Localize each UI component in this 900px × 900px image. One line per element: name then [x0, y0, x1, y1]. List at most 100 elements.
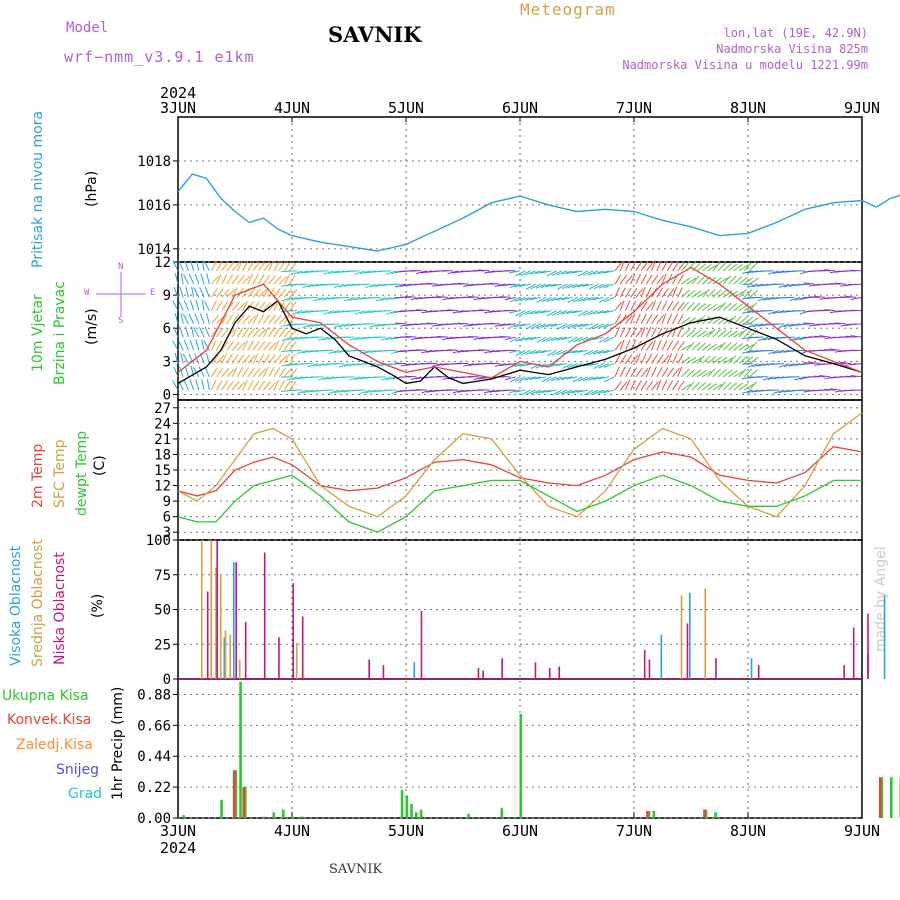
wind-arrow [661, 313, 667, 324]
elevation-label: Nadmorska Visina 825m [716, 42, 868, 56]
wind-arrow [567, 296, 578, 304]
wind-arrow [717, 302, 726, 311]
wind-arrow [656, 300, 662, 311]
wind-arrow [799, 323, 811, 326]
wind-arrow [567, 323, 578, 329]
wind-arrow [593, 270, 604, 275]
wind-arrow [722, 381, 732, 391]
wind-arrow [525, 349, 536, 356]
wind-arrow [749, 317, 759, 325]
wind-arrow [286, 376, 298, 381]
wind-arrow [551, 310, 563, 316]
wind-arrow [231, 287, 238, 298]
temp-sfc-line [177, 412, 863, 518]
wind-arrow [190, 326, 195, 338]
wind-arrow [640, 286, 646, 298]
wind-arrow [603, 323, 615, 328]
wind-arrow [619, 354, 627, 364]
wind-arrow [722, 275, 731, 285]
wind-arrow [452, 310, 464, 314]
wind-arrow [691, 302, 701, 311]
wind-arrow [582, 323, 594, 327]
wind-arrow [728, 275, 737, 285]
wind-arrow [588, 283, 599, 290]
y-tick-label: 3 [163, 525, 171, 541]
wind-arrow [681, 383, 692, 391]
wind-arrow [625, 275, 633, 285]
wind-arrow [302, 349, 314, 354]
wind-arrow [681, 344, 692, 351]
wind-arrow [278, 340, 286, 351]
wind-arrow [226, 261, 235, 272]
wind-arrow [515, 349, 526, 357]
wind-arrow [452, 349, 464, 354]
wind-arrow [656, 366, 663, 378]
wind-arrow [343, 363, 355, 367]
wind-arrow [645, 287, 652, 298]
wind-arrow [284, 288, 292, 298]
wind-arrow [359, 270, 371, 275]
wind-arrow [712, 316, 722, 325]
wind-arrow [278, 288, 287, 298]
wind-arrow [738, 383, 749, 391]
y-tick-label: 0.22 [137, 780, 171, 796]
wind-arrow [702, 330, 713, 338]
wind-arrow [582, 376, 594, 382]
wind-arrow [226, 368, 235, 378]
wind-arrow [681, 316, 691, 325]
wind-arrow [630, 354, 639, 364]
day-label-top: 7JUN [616, 99, 652, 117]
wind-arrow [661, 354, 670, 364]
wind-arrow [749, 369, 758, 378]
wind-arrow [216, 327, 224, 338]
wind-arrow [395, 283, 407, 288]
wind-arrow [302, 323, 314, 329]
wind-arrow [216, 288, 224, 298]
wind-arrow [364, 349, 376, 354]
wind-arrow [359, 283, 371, 286]
precip-legend-snow: Snijeg [56, 762, 100, 778]
wind-arrow [436, 296, 448, 298]
wind-arrow [530, 363, 542, 369]
wind-arrow [635, 313, 641, 325]
wind-arrow [561, 310, 573, 315]
wind-arrow [333, 310, 345, 314]
wind-arrow [696, 263, 707, 272]
wind-arrow [834, 282, 846, 285]
wind-arrow [598, 323, 610, 329]
wind-arrow [297, 349, 308, 355]
wind-arrow [677, 341, 685, 351]
wind-arrow [561, 376, 573, 380]
wind-arrow [661, 340, 668, 351]
wind-arrow [546, 296, 557, 302]
wind-arrow [489, 322, 501, 325]
compass-s-label: S [118, 316, 124, 326]
y-tick-label: 1016 [137, 198, 171, 214]
wind-arrow [819, 269, 831, 272]
wind-arrow [661, 273, 667, 285]
wind-arrow [749, 277, 759, 285]
wind-arrow [557, 323, 568, 330]
wind-arrow [696, 315, 706, 325]
wind-arrow [546, 349, 557, 357]
wind-arrow [768, 376, 779, 380]
wind-arrow [561, 389, 573, 395]
wind-arrow [302, 389, 314, 394]
wind-arrow [813, 375, 825, 378]
wind-arrow [494, 323, 506, 327]
wind-arrow [723, 290, 733, 298]
wind-arrow [193, 287, 200, 298]
wind-arrow [773, 363, 785, 365]
wind-arrow [188, 273, 195, 285]
wind-arrow [733, 303, 743, 311]
wind-arrow [666, 261, 674, 272]
wind-arrow [183, 339, 189, 351]
wind-arrow [640, 261, 648, 272]
wind-arrow [195, 299, 200, 311]
wind-arrow [640, 274, 647, 285]
wind-arrow [707, 264, 718, 272]
wind-arrow [614, 326, 620, 338]
wind-arrow [210, 367, 218, 378]
precip-legend-total: Ukupna Kisa [2, 688, 89, 704]
wind-arrow [717, 381, 726, 391]
